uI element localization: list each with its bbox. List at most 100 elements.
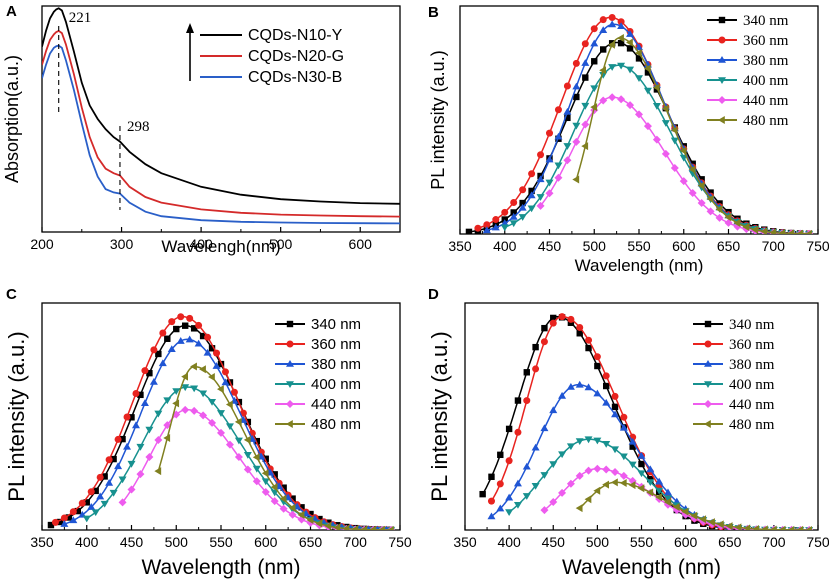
data-point (590, 103, 598, 112)
legend-marker (704, 320, 712, 328)
legend-label: 360 nm (743, 33, 789, 49)
data-point (532, 343, 539, 351)
x-axis: 350 400 450 500 550 600 650 700 750 (30, 525, 412, 550)
panel-d: D 350 400 450 500 550 600 650 700 750 Wavelength (… (427, 286, 829, 579)
y-axis-title: PL intensity (a.u.) (428, 50, 448, 189)
data-point (611, 478, 618, 487)
data-point (646, 465, 655, 473)
data-point (505, 509, 514, 517)
panel-a: A 200 300 400 500 600 Wavelengh(nm) Absorption(… (2, 3, 401, 256)
data-point (306, 515, 314, 524)
data-point (688, 188, 697, 197)
panel-label: C (6, 286, 17, 303)
data-point (270, 497, 279, 506)
peak-label-221: 221 (69, 10, 92, 26)
data-point (540, 424, 549, 432)
data-point (500, 224, 509, 232)
data-point (778, 525, 786, 530)
data-point (593, 486, 601, 495)
data-point (195, 321, 203, 329)
data-point (527, 205, 536, 213)
legend: 340 nm 360 nm 380 nm 400 nm 440 nm 480 nm (693, 317, 775, 433)
data-point (594, 362, 601, 370)
legend-marker (704, 340, 712, 348)
series-480-nm (154, 362, 394, 530)
data-point (146, 369, 153, 377)
data-point (114, 435, 122, 443)
panel-label: D (428, 286, 439, 303)
annotations: 221 298 (58, 10, 149, 210)
data-point (118, 476, 127, 484)
data-point (109, 489, 118, 497)
data-point (655, 487, 664, 495)
data-point (635, 55, 643, 62)
data-point (652, 83, 660, 92)
data-point (796, 525, 804, 530)
data-point (536, 175, 545, 183)
data-point (96, 492, 105, 500)
data-point (635, 110, 643, 119)
plot-area (42, 7, 400, 225)
data-point (558, 488, 567, 497)
legend-item: 360 nm (693, 337, 775, 353)
data-point (536, 194, 545, 201)
x-tick-label: 750 (806, 534, 829, 550)
series-cqds-n20-g (42, 29, 400, 218)
data-point (591, 58, 598, 65)
data-point (522, 493, 531, 500)
data-point (558, 391, 567, 399)
data-point (573, 93, 580, 101)
data-point (646, 488, 654, 497)
data-point (69, 508, 77, 516)
data-point (523, 397, 531, 405)
data-point (230, 388, 238, 396)
legend: 340 nm 360 nm 380 nm 400 nm 440 nm 480 nm (707, 13, 789, 129)
data-point (360, 525, 367, 530)
data-point (805, 525, 812, 530)
legend-label: CQDs-N30-B (248, 69, 342, 86)
y-axis-title: PL intensity (a.u.) (4, 331, 29, 501)
data-point (635, 75, 643, 83)
data-point (637, 484, 645, 493)
data-point (488, 473, 495, 480)
data-point (78, 499, 86, 507)
data-point (83, 499, 90, 506)
data-point (545, 189, 554, 198)
data-point (751, 225, 759, 234)
legend-label: 340 nm (743, 13, 789, 29)
legend-item: CQDs-N30-B (200, 69, 342, 86)
data-point (252, 453, 260, 462)
data-point (491, 223, 500, 231)
data-point (670, 137, 679, 145)
legend-label: CQDs-N10-Y (248, 27, 343, 44)
x-tick-label: 600 (674, 534, 698, 550)
data-point (617, 39, 625, 47)
data-point (593, 437, 602, 445)
data-point (163, 397, 172, 405)
series-480-nm (572, 34, 812, 234)
data-point (514, 428, 522, 436)
data-point (519, 199, 526, 207)
data-point (690, 511, 698, 520)
data-point (661, 104, 669, 113)
data-point (279, 504, 288, 513)
legend-item: 340 nm (707, 13, 789, 29)
x-tick-label: 750 (388, 534, 412, 550)
data-point (465, 228, 473, 234)
legend-item: 380 nm (693, 357, 775, 373)
legend-item: 440 nm (275, 396, 361, 413)
legend-marker (286, 420, 293, 428)
legend-marker (704, 381, 712, 388)
data-point (176, 337, 185, 344)
data-point (141, 367, 149, 375)
legend-marker (718, 56, 726, 63)
data-point (212, 362, 221, 369)
x-tick-label: 700 (762, 534, 786, 550)
data-point (585, 344, 592, 352)
data-point (496, 504, 505, 512)
data-point (554, 173, 563, 182)
data-point (523, 369, 530, 376)
data-point (599, 26, 608, 33)
legend-marker (718, 16, 726, 24)
data-point (155, 350, 162, 358)
